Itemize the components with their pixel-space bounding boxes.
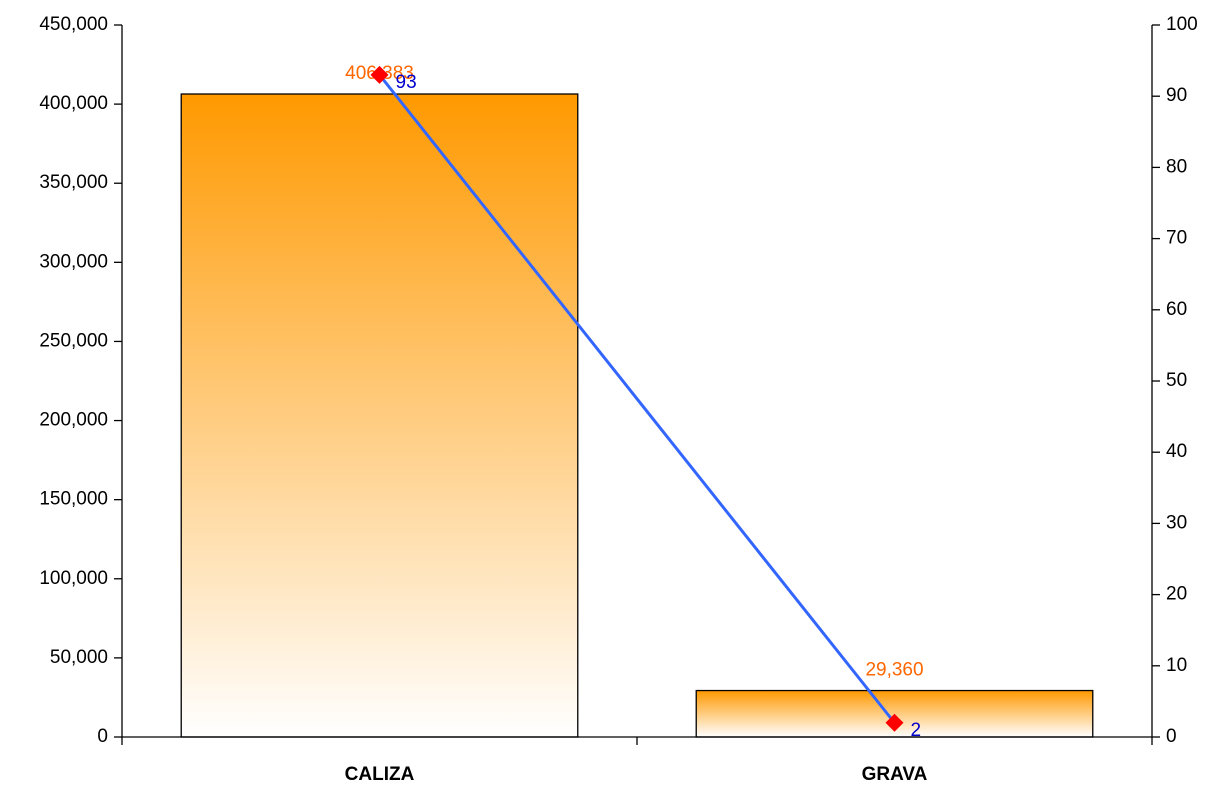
line-marker	[885, 713, 904, 732]
y-tick-label: 450,000	[39, 14, 108, 35]
y2-tick-label: 80	[1166, 156, 1187, 177]
y2-tick-label: 100	[1166, 14, 1198, 35]
line-marker	[370, 65, 389, 84]
y-tick-label: 250,000	[39, 330, 108, 351]
y2-tick-label: 20	[1166, 584, 1187, 605]
line-value-label: 93	[396, 72, 417, 93]
y2-tick-label: 0	[1166, 726, 1177, 747]
y-tick-label: 50,000	[50, 647, 108, 668]
y-tick-label: 100,000	[39, 568, 108, 589]
bar	[180, 93, 579, 738]
y2-tick-label: 60	[1166, 299, 1187, 320]
line-value-label: 2	[911, 720, 922, 741]
y2-tick-label: 70	[1166, 228, 1187, 249]
y2-tick-label: 90	[1166, 85, 1187, 106]
y-tick-label: 150,000	[39, 489, 108, 510]
x-tick-label: CALIZA	[345, 764, 415, 785]
y2-tick-label: 30	[1166, 512, 1187, 533]
y2-tick-label: 10	[1166, 655, 1187, 676]
y-tick-label: 0	[97, 726, 108, 747]
line	[378, 73, 896, 724]
y2-tick-label: 50	[1166, 370, 1187, 391]
bar-value-label: 29,360	[865, 660, 923, 681]
x-tick-label: GRAVA	[862, 764, 928, 785]
y-tick-label: 300,000	[39, 251, 108, 272]
y-tick-label: 350,000	[39, 172, 108, 193]
y-tick-label: 200,000	[39, 410, 108, 431]
y2-tick-label: 40	[1166, 441, 1187, 462]
y-tick-label: 400,000	[39, 93, 108, 114]
